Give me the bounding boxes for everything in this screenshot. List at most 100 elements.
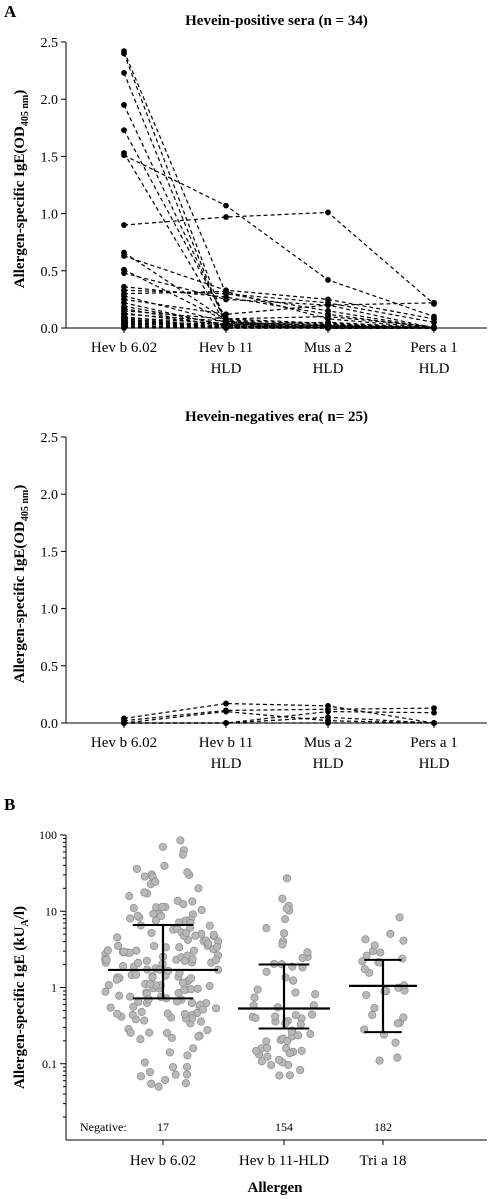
scatter-point (191, 931, 200, 940)
scatter-point (140, 888, 149, 897)
x-tick-label: Hev b 11 (199, 340, 253, 356)
chart-title: Hevein-negatives era( n= 25) (185, 409, 368, 425)
x-tick-label: HLD (419, 756, 450, 772)
data-point (431, 299, 437, 306)
scatter-point (179, 900, 188, 909)
scatter-point (263, 1052, 272, 1061)
chart-hevein-negative: Hevein-negatives era( n= 25) 0.0 0.5 1.0 1.5… (12, 409, 487, 772)
y-tick-label: 2.5 (41, 431, 59, 446)
scatter-point (386, 929, 395, 938)
series-line (123, 320, 435, 329)
scatter-point (193, 984, 202, 993)
y-tick-label: 1 (51, 981, 57, 995)
y-axis-label-end: ) (12, 485, 28, 490)
scatter-point (205, 982, 214, 991)
scatter-point (395, 913, 404, 922)
scatter-point (209, 930, 218, 939)
scatter-point (106, 1003, 115, 1012)
scatter-point (198, 1005, 207, 1014)
scatter-point (161, 1075, 170, 1085)
x-tick-label: Tri a 18 (360, 1153, 407, 1169)
scatter-point (370, 941, 379, 950)
y-axis-label-sub: A (20, 919, 31, 927)
scatter-point (149, 909, 158, 918)
scatter-point (126, 1028, 135, 1037)
negative-count: 154 (275, 1120, 293, 1134)
data-point (431, 705, 437, 712)
scatter-point (119, 947, 128, 956)
data-point (325, 325, 331, 331)
scatter-point (183, 868, 192, 877)
scatter-point (125, 892, 134, 901)
scatter-point (262, 924, 271, 933)
scatter-point (291, 1011, 300, 1020)
scatter-point (151, 877, 160, 886)
data-point (121, 69, 127, 76)
scatter-point (251, 1013, 260, 1023)
series-line (123, 129, 435, 329)
scatter-point (147, 928, 156, 937)
scatter-point (267, 1060, 276, 1070)
x-tick-label: Mus a 2 (304, 340, 352, 356)
scatter-point (257, 1057, 266, 1066)
scatter-point (103, 946, 112, 955)
y-tick-label: 0.5 (41, 660, 59, 675)
scatter-point (162, 1028, 172, 1038)
x-tick-label: HLD (211, 361, 242, 377)
scatter-point (306, 1030, 315, 1039)
scatter-point (189, 946, 199, 955)
x-tick-label: HLD (313, 756, 344, 772)
scatter-point (370, 1003, 379, 1013)
data-point (121, 222, 127, 228)
data-point (325, 307, 331, 314)
data-point (223, 325, 229, 331)
scatter-point (188, 954, 197, 964)
scatter-point (262, 967, 271, 976)
data-point (121, 270, 127, 276)
data-point (223, 708, 229, 715)
scatter-point (188, 897, 197, 906)
scatter-point (168, 1062, 178, 1072)
x-tick-label: Hev b 6.02 (91, 735, 157, 751)
series-line (123, 310, 435, 328)
scatter-point (157, 912, 166, 921)
scatter-point (115, 991, 124, 1000)
scatter-point (273, 1003, 282, 1012)
scatter-point (180, 956, 189, 966)
negative-label: Negative: (80, 1120, 127, 1134)
series-line (123, 152, 435, 329)
scatter-point (147, 1079, 156, 1088)
scatter-point (203, 1026, 212, 1035)
scatter-point (282, 904, 291, 913)
scatter-point (380, 987, 389, 996)
y-tick-label: 0.5 (41, 265, 59, 280)
scatter-point (133, 911, 142, 920)
scatter-point (360, 965, 369, 974)
scatter-point (137, 1007, 146, 1017)
scatter-point (183, 1051, 192, 1060)
series-line (123, 298, 435, 329)
series-line (123, 313, 434, 329)
data-point (325, 708, 331, 715)
data-point (325, 277, 331, 283)
scatter-point (361, 935, 370, 944)
scatter-point (297, 1046, 306, 1055)
y-tick-label: 0.1 (42, 1057, 57, 1071)
scatter-point (140, 872, 149, 881)
data-point (223, 311, 229, 318)
series-line (123, 272, 435, 306)
scatter-point (205, 921, 214, 930)
series-line (123, 53, 434, 329)
x-tick-label: Hev b 6.02 (130, 1153, 196, 1169)
series-line (123, 154, 435, 318)
data-point (431, 325, 437, 331)
chart-hevein-positive: Hevein-positive sera (n = 34) 0.0 0.5 1.0 1.… (12, 13, 487, 377)
scatter-point (303, 948, 312, 957)
scatter-point (102, 955, 111, 964)
series-line (123, 290, 435, 329)
series-line (123, 707, 435, 722)
scatter-point (182, 1070, 192, 1079)
x-tick-label: Mus a 2 (304, 735, 352, 751)
scatter-point (165, 1048, 174, 1057)
data-point (121, 50, 127, 57)
